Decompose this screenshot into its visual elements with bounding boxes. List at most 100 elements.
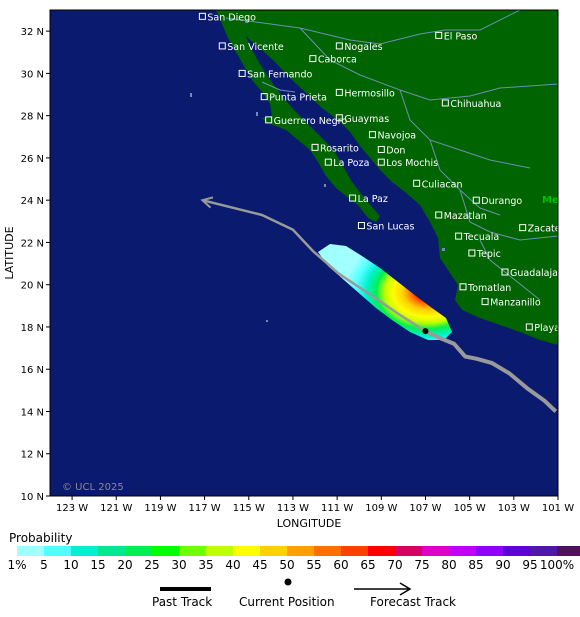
lat-tick-label: 32 N: [21, 27, 44, 38]
legend-label: 60: [333, 558, 348, 572]
current-position-key-dot: [284, 578, 292, 586]
legend-color-cell: [368, 546, 395, 556]
city-label: Durango: [481, 196, 522, 207]
lat-tick-label: 18 N: [21, 323, 44, 334]
city-marker: [455, 232, 463, 240]
legend-label: 65: [360, 558, 375, 572]
legend-label: 95: [522, 558, 537, 572]
city-label: Don: [386, 145, 405, 156]
city-marker: [335, 42, 343, 50]
lon-tick-label: 113 W: [277, 503, 309, 514]
legend-label: 55: [306, 558, 321, 572]
lat-tick-label: 10 N: [21, 492, 44, 503]
legend-color-cell: [341, 546, 368, 556]
legend-label: 90: [495, 558, 510, 572]
legend-color-cell: [422, 546, 449, 556]
city-label: San Lucas: [366, 222, 414, 233]
past-track-line: [424, 329, 558, 413]
lon-tick-label: 119 W: [144, 503, 176, 514]
city-marker: [311, 143, 319, 151]
city-label: La Poza: [333, 158, 369, 169]
lon-tick-label: 101 W: [542, 503, 574, 514]
city-label: Tomatlan: [467, 283, 511, 294]
city-label: La Paz: [358, 194, 388, 205]
city-marker: [335, 114, 343, 122]
city-label: Guaymas: [344, 114, 389, 125]
city-marker: [413, 179, 421, 187]
legend-label: 85: [468, 558, 483, 572]
legend-label: 25: [144, 558, 159, 572]
lat-tick-label: 28 N: [21, 112, 44, 123]
forecast-track-key-label: Forecast Track: [370, 595, 456, 609]
city-marker: [265, 116, 273, 124]
city-label: Nogales: [344, 42, 382, 53]
city-marker: [501, 268, 509, 276]
city-marker: [238, 69, 246, 77]
legend-color-cell: [449, 546, 476, 556]
y-axis-title: LATITUDE: [3, 226, 16, 279]
city-marker: [349, 194, 357, 202]
legend-color-cell: [71, 546, 98, 556]
legend-labels: 1% 5 10 15 20 25 30 35 40 45 50 55 60 65 70 75 80 85 90 95 1…: [7, 558, 574, 572]
baja-peninsula-land: [216, 10, 380, 222]
island: [190, 93, 192, 97]
city-marker: [198, 12, 206, 20]
legend-label: 45: [252, 558, 267, 572]
mainland-land: [216, 10, 558, 345]
city-label: Chihuahua: [450, 99, 501, 110]
past-track-key-label: Past Track: [152, 595, 212, 609]
legend-color-cell: [260, 546, 287, 556]
legend-label: 35: [198, 558, 213, 572]
island: [266, 320, 268, 322]
lat-tick-label: 26 N: [21, 154, 44, 165]
city-label: San Diego: [207, 12, 256, 23]
city-marker: [335, 88, 343, 96]
latitude-ticks: 32 N 30 N 28 N 26 N 24 N 22 N 20 N 18 N 16 N 14 N…: [21, 27, 50, 503]
city-label: Los Mochis: [386, 158, 438, 169]
city-marker: [218, 42, 226, 50]
lon-tick-label: 115 W: [233, 503, 265, 514]
legend-label: 40: [225, 558, 240, 572]
city-label: Punta Prieta: [269, 93, 327, 104]
legend-label: 70: [387, 558, 402, 572]
lat-tick-label: 14 N: [21, 407, 44, 418]
city-label: Rosarito: [320, 143, 359, 154]
city-marker: [309, 55, 317, 63]
city-label: San Vicente: [227, 42, 284, 53]
legend-label: 100%: [540, 558, 574, 572]
city-marker: [368, 131, 376, 139]
lat-tick-label: 16 N: [21, 365, 44, 376]
legend-color-cell: [476, 546, 503, 556]
city-marker: [435, 31, 443, 39]
city-label: Mazatlan: [444, 211, 487, 222]
city-marker: [377, 145, 385, 153]
legend-label: 15: [90, 558, 105, 572]
lon-tick-label: 121 W: [100, 503, 132, 514]
lat-tick-label: 30 N: [21, 69, 44, 80]
city-marker: [468, 249, 476, 257]
city-markers: San Diego San Vicente Caborca Nogales El Pas…: [198, 12, 558, 334]
x-axis-title: LONGITUDE: [277, 517, 342, 530]
legend-color-cell: [233, 546, 260, 556]
current-position-marker: [422, 328, 429, 335]
legend-color-cell: [557, 546, 580, 556]
island: [442, 248, 445, 251]
lon-tick-label: 111 W: [321, 503, 353, 514]
lat-tick-label: 12 N: [21, 450, 44, 461]
legend-label: 20: [117, 558, 132, 572]
forecast-track-key-arrowhead: [399, 582, 412, 596]
city-label: Caborca: [318, 55, 357, 66]
city-label: San Fernando: [247, 69, 312, 80]
city-label: Navojoa: [377, 131, 416, 142]
city-marker: [260, 93, 268, 101]
lon-tick-label: 123 W: [56, 503, 88, 514]
legend-label: 50: [279, 558, 294, 572]
legend-color-cell: [98, 546, 125, 556]
city-label: Culiacan: [422, 179, 463, 190]
city-label: El Paso: [444, 31, 478, 42]
forecast-arrowhead: [200, 196, 214, 209]
forecast-track-line: [202, 198, 427, 333]
city-marker: [441, 99, 449, 107]
city-label: Hermosillo: [344, 88, 395, 99]
track-key: Past Track Current Position Forecast Tra…: [152, 578, 456, 609]
